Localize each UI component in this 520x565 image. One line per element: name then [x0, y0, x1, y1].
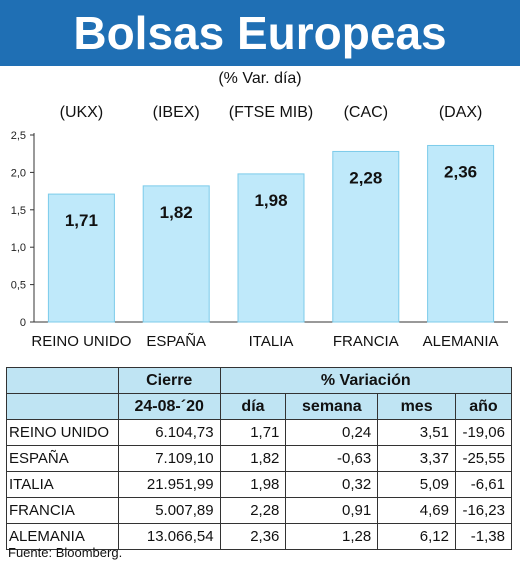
y-tick-label: 1,5	[11, 205, 26, 217]
table-header-date: 24-08-´20	[117, 393, 221, 420]
table-cell-ano: -1,38	[454, 523, 513, 550]
table-header-blank	[6, 393, 119, 420]
bar	[332, 150, 400, 323]
table-header-dia: día	[219, 393, 287, 420]
table-cell-name: REINO UNIDO	[6, 419, 119, 446]
y-tick-label: 2,0	[11, 167, 26, 179]
table-sub-header-row: 24-08-´20 día semana mes año	[6, 393, 513, 420]
table-cell-name: ESPAÑA	[6, 445, 119, 472]
table-cell-semana: 0,91	[285, 497, 379, 524]
table-cell-name: ITALIA	[6, 471, 119, 498]
table-header-variacion: % Variación	[219, 367, 513, 394]
table-header-ano: año	[454, 393, 513, 420]
table-body: REINO UNIDO 6.104,73 1,71 0,24 3,51 -19,06 ESP…	[6, 419, 513, 550]
table-row: FRANCIA 5.007,89 2,28 0,91 4,69 -16,23	[6, 497, 513, 524]
source-note: Fuente: Bloomberg.	[8, 545, 123, 560]
ticker-label: (FTSE MIB)	[228, 104, 314, 121]
table-cell-dia: 2,28	[219, 497, 287, 524]
x-tick-label: FRANCIA	[333, 333, 399, 350]
table-row: ALEMANIA 13.066,54 2,36 1,28 6,12 -1,38	[6, 523, 513, 550]
table-header-cierre: Cierre	[117, 367, 221, 394]
table-cell-ano: -19,06	[454, 419, 513, 446]
ticker-label: (DAX)	[438, 104, 483, 121]
table-row: ITALIA 21.951,99 1,98 0,32 5,09 -6,61	[6, 471, 513, 498]
table-cell-mes: 3,51	[377, 419, 456, 446]
table-cell-name: ALEMANIA	[6, 523, 119, 550]
bar	[427, 144, 495, 323]
bar	[142, 185, 210, 323]
y-tick-label: 0	[20, 317, 26, 329]
chart-subtitle: (% Var. día)	[218, 70, 302, 87]
table-cell-mes: 6,12	[377, 523, 456, 550]
table-cell-mes: 5,09	[377, 471, 456, 498]
ticker-labels: (UKX) (IBEX) (FTSE MIB) (CAC) (DAX)	[0, 104, 520, 126]
table-cell-close: 6.104,73	[117, 419, 221, 446]
ticker-label: (IBEX)	[152, 104, 200, 121]
bar	[47, 193, 115, 323]
table-cell-mes: 4,69	[377, 497, 456, 524]
chart-title: Bolsas Europeas	[73, 7, 447, 59]
table-group-header-row: Cierre % Variación	[6, 367, 513, 394]
table-cell-semana: 0,24	[285, 419, 379, 446]
bar-value-label: 1,71	[65, 211, 98, 230]
table-cell-dia: 2,36	[219, 523, 287, 550]
bar-value-label: 1,98	[254, 191, 287, 210]
y-tick-label: 2,5	[11, 130, 26, 142]
bar-value-label: 2,28	[349, 168, 382, 187]
table-cell-ano: -16,23	[454, 497, 513, 524]
table-cell-ano: -25,55	[454, 445, 513, 472]
x-tick-label: ITALIA	[249, 333, 294, 350]
ticker-label: (UKX)	[59, 104, 104, 121]
x-tick-label: REINO UNIDO	[31, 333, 131, 350]
table-cell-mes: 3,37	[377, 445, 456, 472]
table-cell-dia: 1,98	[219, 471, 287, 498]
table-cell-close: 7.109,10	[117, 445, 221, 472]
table-cell-ano: -6,61	[454, 471, 513, 498]
bar-value-label: 2,36	[444, 162, 477, 181]
bar-value-label: 1,82	[160, 203, 193, 222]
table-header-semana: semana	[285, 393, 379, 420]
table-cell-dia: 1,82	[219, 445, 287, 472]
table-cell-close: 13.066,54	[117, 523, 221, 550]
table-cell-name: FRANCIA	[6, 497, 119, 524]
table-header-mes: mes	[377, 393, 456, 420]
bar-chart: 0 0,5 1,0 1,5 2,0 2,5 1,71 REINO UNIDO 1,82 ESPAÑ…	[11, 130, 508, 350]
title-banner: Bolsas Europeas	[0, 0, 520, 66]
bar	[237, 173, 305, 323]
x-tick-label: ESPAÑA	[146, 333, 206, 350]
table-cell-semana: 0,32	[285, 471, 379, 498]
table-header-blank	[6, 367, 119, 394]
ticker-label: (CAC)	[343, 104, 389, 121]
table-row: ESPAÑA 7.109,10 1,82 -0,63 3,37 -25,55	[6, 445, 513, 472]
y-tick-label: 0,5	[11, 280, 26, 292]
x-tick-label: ALEMANIA	[423, 333, 499, 350]
market-table: Cierre % Variación 24-08-´20 día semana …	[6, 367, 513, 550]
table-cell-semana: 1,28	[285, 523, 379, 550]
table-cell-close: 21.951,99	[117, 471, 221, 498]
table-row: REINO UNIDO 6.104,73 1,71 0,24 3,51 -19,06	[6, 419, 513, 446]
table-cell-dia: 1,71	[219, 419, 287, 446]
table-cell-semana: -0,63	[285, 445, 379, 472]
y-tick-label: 1,0	[11, 242, 26, 254]
table-cell-close: 5.007,89	[117, 497, 221, 524]
